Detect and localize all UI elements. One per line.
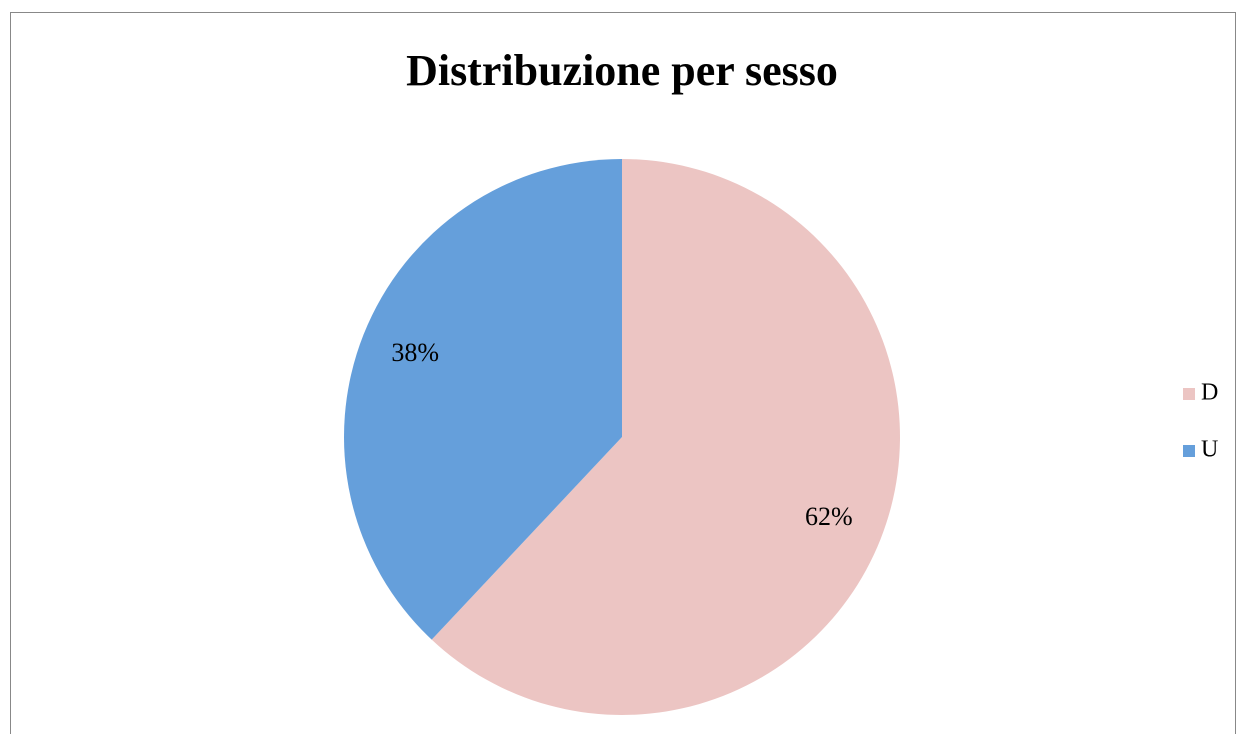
pie-slice (344, 158, 622, 640)
legend-swatch (1183, 388, 1195, 400)
legend-label: U (1201, 437, 1218, 463)
legend-label: D (1201, 380, 1218, 406)
data-label: 38% (391, 338, 439, 367)
pie-slice (431, 159, 901, 715)
chart-title: Distribuzione per sesso (406, 46, 838, 95)
legend-swatch (1183, 445, 1195, 457)
data-label: 62% (805, 502, 853, 531)
